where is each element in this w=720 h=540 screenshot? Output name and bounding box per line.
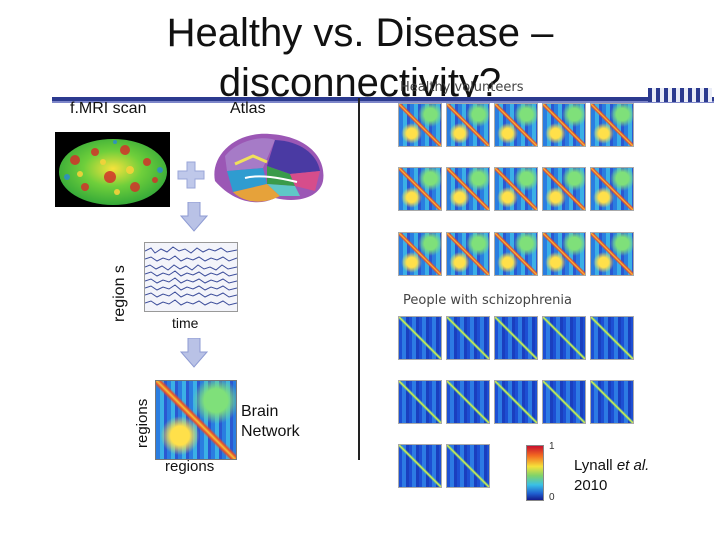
citation-etal: et al. bbox=[616, 457, 650, 474]
fmri-brain-image bbox=[55, 132, 170, 207]
header-rule bbox=[52, 97, 714, 101]
down-arrow-icon bbox=[179, 337, 209, 368]
schizophrenia-matrix bbox=[542, 316, 586, 360]
schizophrenia-matrix bbox=[446, 316, 490, 360]
healthy-matrix bbox=[446, 103, 490, 147]
healthy-matrix bbox=[494, 232, 538, 276]
divider bbox=[358, 98, 360, 460]
atlas-brain-image bbox=[205, 126, 330, 208]
plus-icon bbox=[176, 160, 206, 190]
schizophrenia-matrix bbox=[446, 380, 490, 424]
healthy-matrix bbox=[398, 232, 442, 276]
colorbar bbox=[526, 445, 544, 501]
header-rule-light bbox=[52, 101, 714, 103]
healthy-matrix bbox=[398, 167, 442, 211]
citation: Lynall et al. 2010 bbox=[574, 456, 684, 496]
healthy-matrix bbox=[542, 103, 586, 147]
healthy-matrix bbox=[446, 232, 490, 276]
time-axis-label: time bbox=[172, 315, 199, 331]
healthy-matrix bbox=[398, 103, 442, 147]
schizophrenia-matrix bbox=[398, 316, 442, 360]
schizophrenia-matrix bbox=[494, 316, 538, 360]
healthy-matrix bbox=[542, 232, 586, 276]
header-rule-pattern bbox=[648, 88, 712, 102]
healthy-matrix bbox=[590, 103, 634, 147]
brain-network-label: Brain Network bbox=[241, 403, 300, 440]
fmri-label: f.MRI scan bbox=[70, 100, 147, 117]
brain-network-matrix bbox=[155, 380, 237, 460]
healthy-matrix bbox=[542, 167, 586, 211]
citation-year: 2010 bbox=[574, 477, 608, 494]
regions-axis-label: region s bbox=[111, 265, 128, 322]
healthy-matrix bbox=[590, 167, 634, 211]
healthy-matrix bbox=[590, 232, 634, 276]
slide-title: Healthy vs. Disease – disconnectivity? bbox=[166, 11, 554, 105]
schizophrenia-matrix bbox=[446, 444, 490, 488]
schizophrenia-matrix bbox=[590, 380, 634, 424]
healthy-heading: Healthy volunteers bbox=[400, 80, 524, 95]
schizophrenia-matrix bbox=[398, 444, 442, 488]
colorbar-min-label: 0 bbox=[549, 492, 555, 503]
schizophrenia-matrix bbox=[590, 316, 634, 360]
down-arrow-icon bbox=[179, 201, 209, 232]
atlas-label: Atlas bbox=[230, 100, 266, 117]
healthy-matrix bbox=[446, 167, 490, 211]
matrix-vertical-label: regions bbox=[134, 398, 151, 448]
healthy-matrix bbox=[494, 103, 538, 147]
matrix-horizontal-label: regions bbox=[165, 458, 215, 475]
schizophrenia-matrix bbox=[542, 380, 586, 424]
citation-author: Lynall bbox=[574, 457, 617, 474]
colorbar-max-label: 1 bbox=[549, 441, 555, 452]
timeseries-plot bbox=[144, 242, 238, 312]
healthy-matrix bbox=[494, 167, 538, 211]
schizophrenia-heading: People with schizophrenia bbox=[403, 293, 572, 308]
schizophrenia-matrix bbox=[398, 380, 442, 424]
schizophrenia-matrix bbox=[494, 380, 538, 424]
